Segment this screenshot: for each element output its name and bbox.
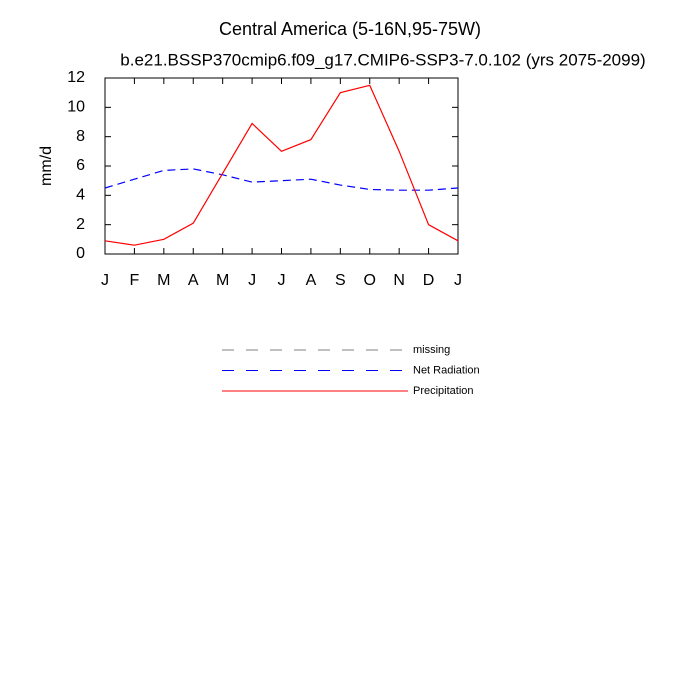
x-tick-label: S <box>335 272 346 289</box>
x-tick-label: J <box>278 272 286 289</box>
x-tick-label: J <box>248 272 256 289</box>
x-tick-label: D <box>423 272 435 289</box>
y-tick-label: 12 <box>67 69 85 86</box>
y-tick-label: 6 <box>76 157 85 174</box>
y-tick-label: 10 <box>67 99 85 116</box>
x-tick-label: J <box>454 272 462 289</box>
x-tick-label: N <box>393 272 405 289</box>
x-tick-label: M <box>157 272 170 289</box>
x-tick-label: O <box>364 272 376 289</box>
legend-label: missing <box>413 344 450 356</box>
x-tick-label: A <box>188 272 199 289</box>
data-line <box>104 84 459 246</box>
x-tick-label: J <box>101 272 109 289</box>
y-tick-label: 0 <box>76 245 85 262</box>
x-tick-label: A <box>306 272 317 289</box>
data-line <box>104 168 459 191</box>
y-axis-label: mm/d <box>38 146 55 186</box>
x-tick-label: F <box>130 272 140 289</box>
y-tick-label: 4 <box>76 187 85 204</box>
x-tick-label: M <box>216 272 229 289</box>
chart-subtitle: b.e21.BSSP370cmip6.f09_g17.CMIP6-SSP3-7.… <box>120 50 645 69</box>
y-tick-label: 2 <box>76 216 85 233</box>
legend-label: Net Radiation <box>413 364 480 376</box>
chart-title: Central America (5-16N,95-75W) <box>219 19 481 39</box>
y-tick-label: 8 <box>76 128 85 145</box>
legend-label: Precipitation <box>413 385 474 397</box>
